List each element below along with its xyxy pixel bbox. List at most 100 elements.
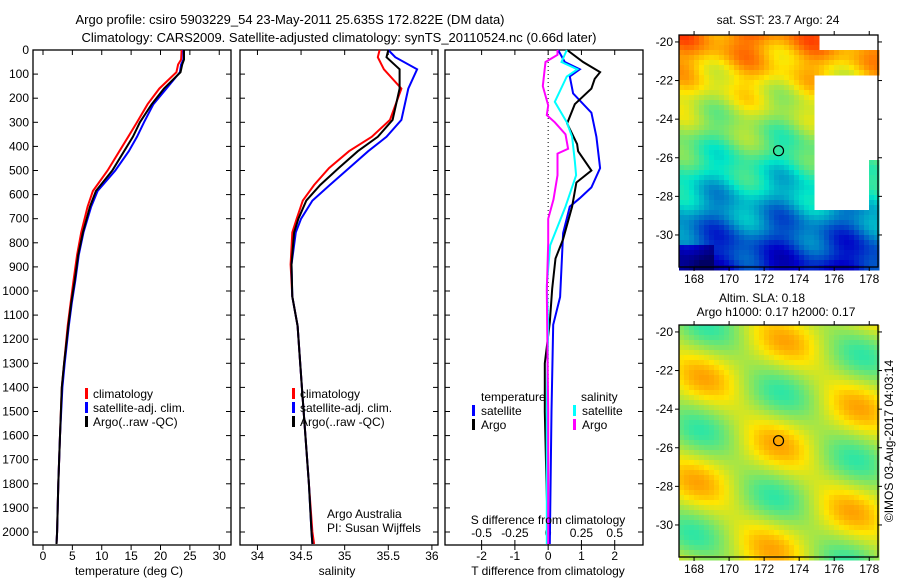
map-cell [689, 365, 695, 371]
map-cell [809, 505, 815, 511]
map-cell [794, 80, 800, 86]
map-cell [859, 435, 865, 441]
map-cell [699, 390, 705, 396]
map-cell [714, 410, 720, 416]
map-cell [719, 75, 725, 81]
map-cell [749, 75, 755, 81]
map-cell [854, 500, 860, 506]
map-cell [769, 365, 775, 371]
map-cell [679, 380, 685, 386]
map-cell [864, 400, 870, 406]
map-cell [829, 385, 835, 391]
map-cell [769, 335, 775, 341]
map-cell [824, 425, 830, 431]
map-cell [694, 375, 700, 381]
map-cell [809, 195, 815, 201]
map-cell [769, 535, 775, 541]
map-cell [689, 465, 695, 471]
map-cell [744, 35, 750, 41]
legend-header: temperature [481, 390, 546, 404]
map-cell [814, 235, 820, 241]
map-cell [714, 325, 720, 331]
map-cell [824, 405, 830, 411]
map-cell [684, 375, 690, 381]
map-cell [739, 490, 745, 496]
map-cell [729, 525, 735, 531]
map-cell [729, 380, 735, 386]
map-cell [869, 160, 875, 166]
map-cell [739, 170, 745, 176]
map-cell [874, 225, 880, 231]
map-cell [729, 345, 735, 351]
map-cell [744, 175, 750, 181]
map-cell [784, 250, 790, 256]
map-cell [844, 490, 850, 496]
map-cell [779, 105, 785, 111]
lat-tick-label: -26 [656, 441, 674, 455]
map-cell [844, 50, 850, 56]
map-cell [764, 420, 770, 426]
map-cell [789, 175, 795, 181]
map-cell [679, 115, 685, 121]
map-cell [704, 170, 710, 176]
map-cell [834, 450, 840, 456]
map-cell [839, 245, 845, 251]
map-cell [719, 375, 725, 381]
map-cell [679, 45, 685, 51]
map-cell [784, 125, 790, 131]
map-cell [714, 530, 720, 536]
map-cell [679, 480, 685, 486]
map-cell [749, 505, 755, 511]
legend-label: Argo(..raw -QC) [93, 415, 178, 429]
map-cell [739, 255, 745, 261]
map-cell [864, 55, 870, 61]
map-cell [694, 175, 700, 181]
map-cell [694, 40, 700, 46]
map-cell [864, 420, 870, 426]
map-cell [724, 120, 730, 126]
map-cell [749, 360, 755, 366]
map-cell [724, 370, 730, 376]
map-cell [704, 235, 710, 241]
map-cell [809, 380, 815, 386]
map-cell [694, 150, 700, 156]
map-cell [784, 45, 790, 51]
map-cell [804, 520, 810, 526]
map-cell [764, 115, 770, 121]
map-cell [824, 345, 830, 351]
map-cell [864, 430, 870, 436]
map-cell [734, 460, 740, 466]
map-cell [824, 435, 830, 441]
map-cell [784, 360, 790, 366]
map-cell [699, 555, 705, 561]
map-cell [824, 530, 830, 536]
map-cell [869, 190, 875, 196]
map-cell [779, 250, 785, 256]
map-cell [689, 170, 695, 176]
map-cell [769, 360, 775, 366]
map-cell [839, 515, 845, 521]
map-cell [854, 495, 860, 501]
map-cell [784, 180, 790, 186]
map-cell [844, 380, 850, 386]
map-cell [849, 390, 855, 396]
map-cell [774, 220, 780, 226]
map-cell [679, 460, 685, 466]
map-cell [809, 50, 815, 56]
map-cell [804, 190, 810, 196]
map-cell [714, 35, 720, 41]
map-cell [839, 505, 845, 511]
map-cell [709, 235, 715, 241]
map-cell [754, 400, 760, 406]
map-cell [719, 470, 725, 476]
map-cell [784, 75, 790, 81]
map-cell [789, 455, 795, 461]
map-cell [784, 530, 790, 536]
map-cell [834, 385, 840, 391]
map-cell [804, 465, 810, 471]
map-cell [844, 475, 850, 481]
map-cell [789, 190, 795, 196]
map-cell [729, 120, 735, 126]
map-cell [824, 385, 830, 391]
map-cell [854, 365, 860, 371]
